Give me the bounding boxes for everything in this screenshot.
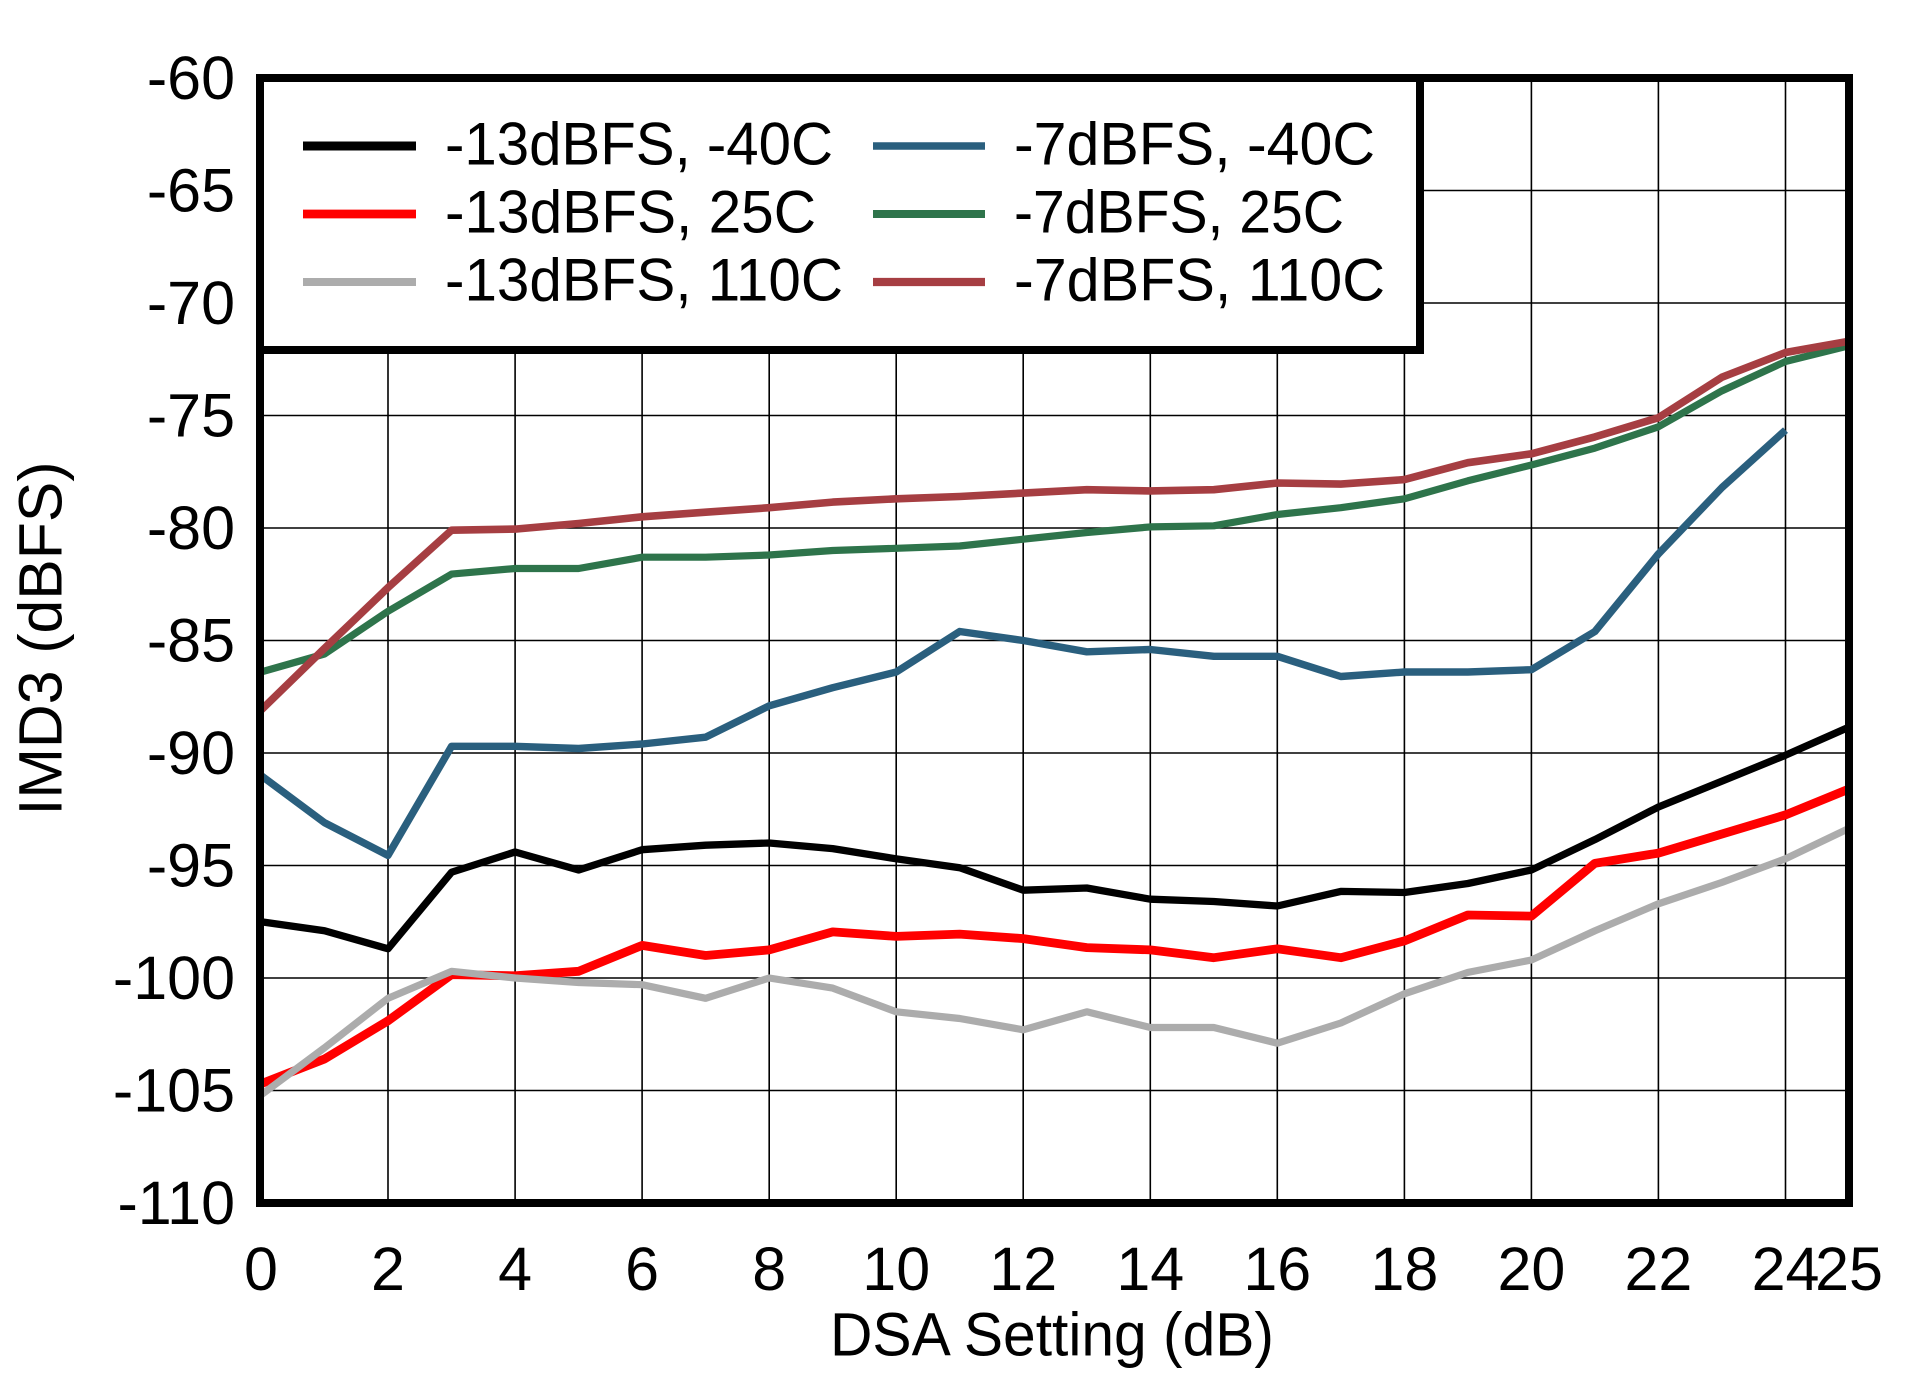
svg-text:22: 22 [1624,1235,1692,1303]
svg-text:-70: -70 [147,269,235,337]
svg-text:-60: -60 [147,44,235,112]
svg-text:24: 24 [1752,1235,1820,1303]
svg-text:-65: -65 [147,156,235,224]
svg-text:4: 4 [498,1235,532,1303]
svg-text:-7dBFS, -40C: -7dBFS, -40C [1014,111,1375,178]
svg-text:16: 16 [1243,1235,1311,1303]
svg-text:-80: -80 [147,494,235,562]
svg-text:DSA Setting (dB): DSA Setting (dB) [830,1301,1274,1369]
svg-text:-100: -100 [113,944,235,1012]
svg-text:12: 12 [989,1235,1057,1303]
svg-text:-105: -105 [113,1056,235,1124]
svg-text:IMD3 (dBFS): IMD3 (dBFS) [7,462,75,816]
svg-text:0: 0 [244,1235,278,1303]
svg-text:2: 2 [371,1235,405,1303]
svg-text:-75: -75 [147,381,235,449]
svg-text:-13dBFS, 25C: -13dBFS, 25C [445,179,816,246]
svg-text:-7dBFS, 25C: -7dBFS, 25C [1014,179,1344,246]
svg-text:10: 10 [862,1235,930,1303]
svg-text:6: 6 [625,1235,659,1303]
svg-text:25: 25 [1815,1235,1883,1303]
svg-text:-110: -110 [117,1169,235,1237]
svg-text:14: 14 [1116,1235,1184,1303]
svg-text:-7dBFS, 110C: -7dBFS, 110C [1014,247,1385,314]
svg-text:-90: -90 [147,719,235,787]
svg-text:20: 20 [1497,1235,1565,1303]
svg-text:-13dBFS, 110C: -13dBFS, 110C [445,247,843,314]
svg-text:8: 8 [752,1235,786,1303]
svg-text:-95: -95 [147,831,235,899]
svg-text:-13dBFS, -40C: -13dBFS, -40C [445,111,833,178]
svg-text:-85: -85 [147,606,235,674]
svg-text:18: 18 [1370,1235,1438,1303]
